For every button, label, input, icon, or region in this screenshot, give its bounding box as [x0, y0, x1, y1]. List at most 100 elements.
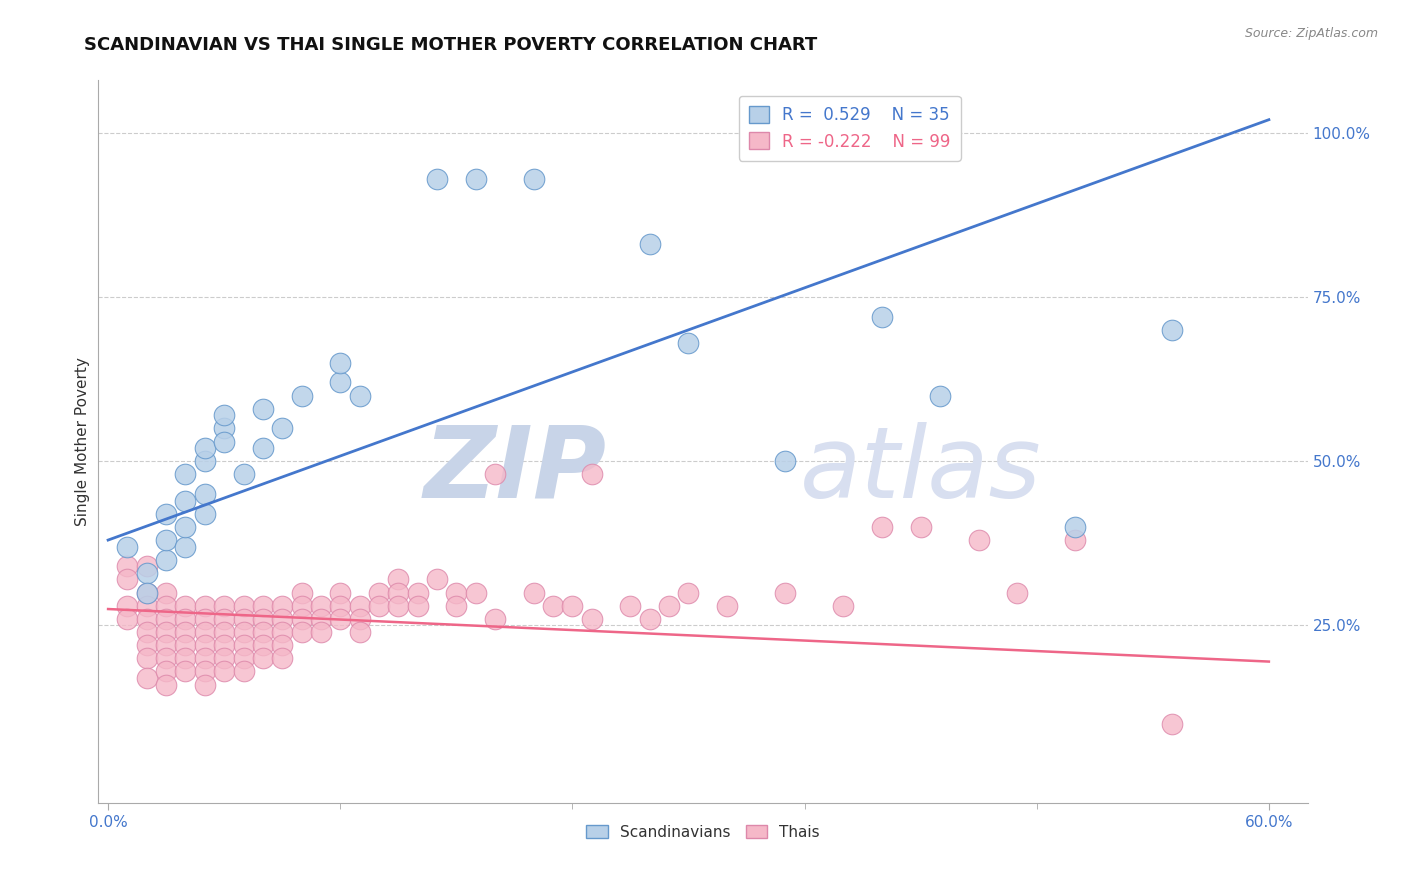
Point [349, 612, 371, 626]
Point [271, 421, 294, 435]
Point [252, 651, 274, 665]
Point [212, 599, 235, 613]
Point [638, 237, 661, 252]
Point [155, 677, 177, 691]
Point [212, 421, 235, 435]
Point [155, 585, 177, 599]
Point [252, 625, 274, 640]
Point [252, 638, 274, 652]
Point [232, 638, 254, 652]
Point [581, 467, 603, 482]
Point [155, 507, 177, 521]
Point [638, 612, 661, 626]
Point [271, 638, 294, 652]
Point [155, 625, 177, 640]
Point [464, 585, 486, 599]
Point [870, 520, 893, 534]
Point [368, 599, 391, 613]
Point [135, 671, 157, 685]
Point [387, 573, 409, 587]
Point [194, 487, 217, 501]
Point [174, 651, 197, 665]
Point [232, 467, 254, 482]
Point [329, 356, 352, 370]
Point [523, 585, 546, 599]
Point [290, 585, 312, 599]
Point [174, 625, 197, 640]
Point [678, 336, 700, 351]
Point [194, 441, 217, 455]
Point [426, 171, 449, 186]
Point [271, 599, 294, 613]
Point [174, 493, 197, 508]
Point [349, 625, 371, 640]
Point [194, 599, 217, 613]
Point [212, 434, 235, 449]
Point [349, 388, 371, 402]
Point [212, 625, 235, 640]
Point [135, 638, 157, 652]
Point [309, 612, 332, 626]
Point [329, 585, 352, 599]
Point [1064, 520, 1087, 534]
Point [271, 651, 294, 665]
Text: Source: ZipAtlas.com: Source: ZipAtlas.com [1244, 27, 1378, 40]
Point [910, 520, 932, 534]
Point [174, 520, 197, 534]
Y-axis label: Single Mother Poverty: Single Mother Poverty [75, 357, 90, 526]
Point [870, 310, 893, 324]
Point [252, 599, 274, 613]
Point [271, 625, 294, 640]
Point [194, 651, 217, 665]
Point [658, 599, 681, 613]
Point [232, 612, 254, 626]
Point [446, 585, 468, 599]
Point [290, 599, 312, 613]
Point [271, 612, 294, 626]
Point [117, 599, 139, 613]
Point [484, 467, 506, 482]
Point [678, 585, 700, 599]
Point [212, 409, 235, 423]
Point [212, 612, 235, 626]
Point [212, 638, 235, 652]
Point [135, 559, 157, 574]
Point [252, 441, 274, 455]
Point [117, 540, 139, 554]
Point [117, 573, 139, 587]
Point [117, 559, 139, 574]
Point [174, 540, 197, 554]
Point [773, 585, 796, 599]
Point [117, 612, 139, 626]
Point [523, 171, 546, 186]
Text: atlas: atlas [800, 422, 1042, 519]
Point [194, 665, 217, 679]
Point [252, 612, 274, 626]
Point [194, 625, 217, 640]
Point [194, 612, 217, 626]
Point [387, 599, 409, 613]
Point [174, 467, 197, 482]
Point [232, 599, 254, 613]
Point [232, 651, 254, 665]
Point [619, 599, 641, 613]
Point [194, 677, 217, 691]
Point [290, 388, 312, 402]
Point [174, 612, 197, 626]
Point [309, 625, 332, 640]
Point [581, 612, 603, 626]
Point [135, 585, 157, 599]
Point [232, 665, 254, 679]
Point [1161, 717, 1184, 731]
Point [832, 599, 855, 613]
Point [135, 566, 157, 580]
Point [1064, 533, 1087, 547]
Text: ZIP: ZIP [423, 422, 606, 519]
Point [155, 638, 177, 652]
Point [212, 651, 235, 665]
Legend: Scandinavians, Thais: Scandinavians, Thais [581, 819, 825, 846]
Point [446, 599, 468, 613]
Point [464, 171, 486, 186]
Point [212, 665, 235, 679]
Point [155, 553, 177, 567]
